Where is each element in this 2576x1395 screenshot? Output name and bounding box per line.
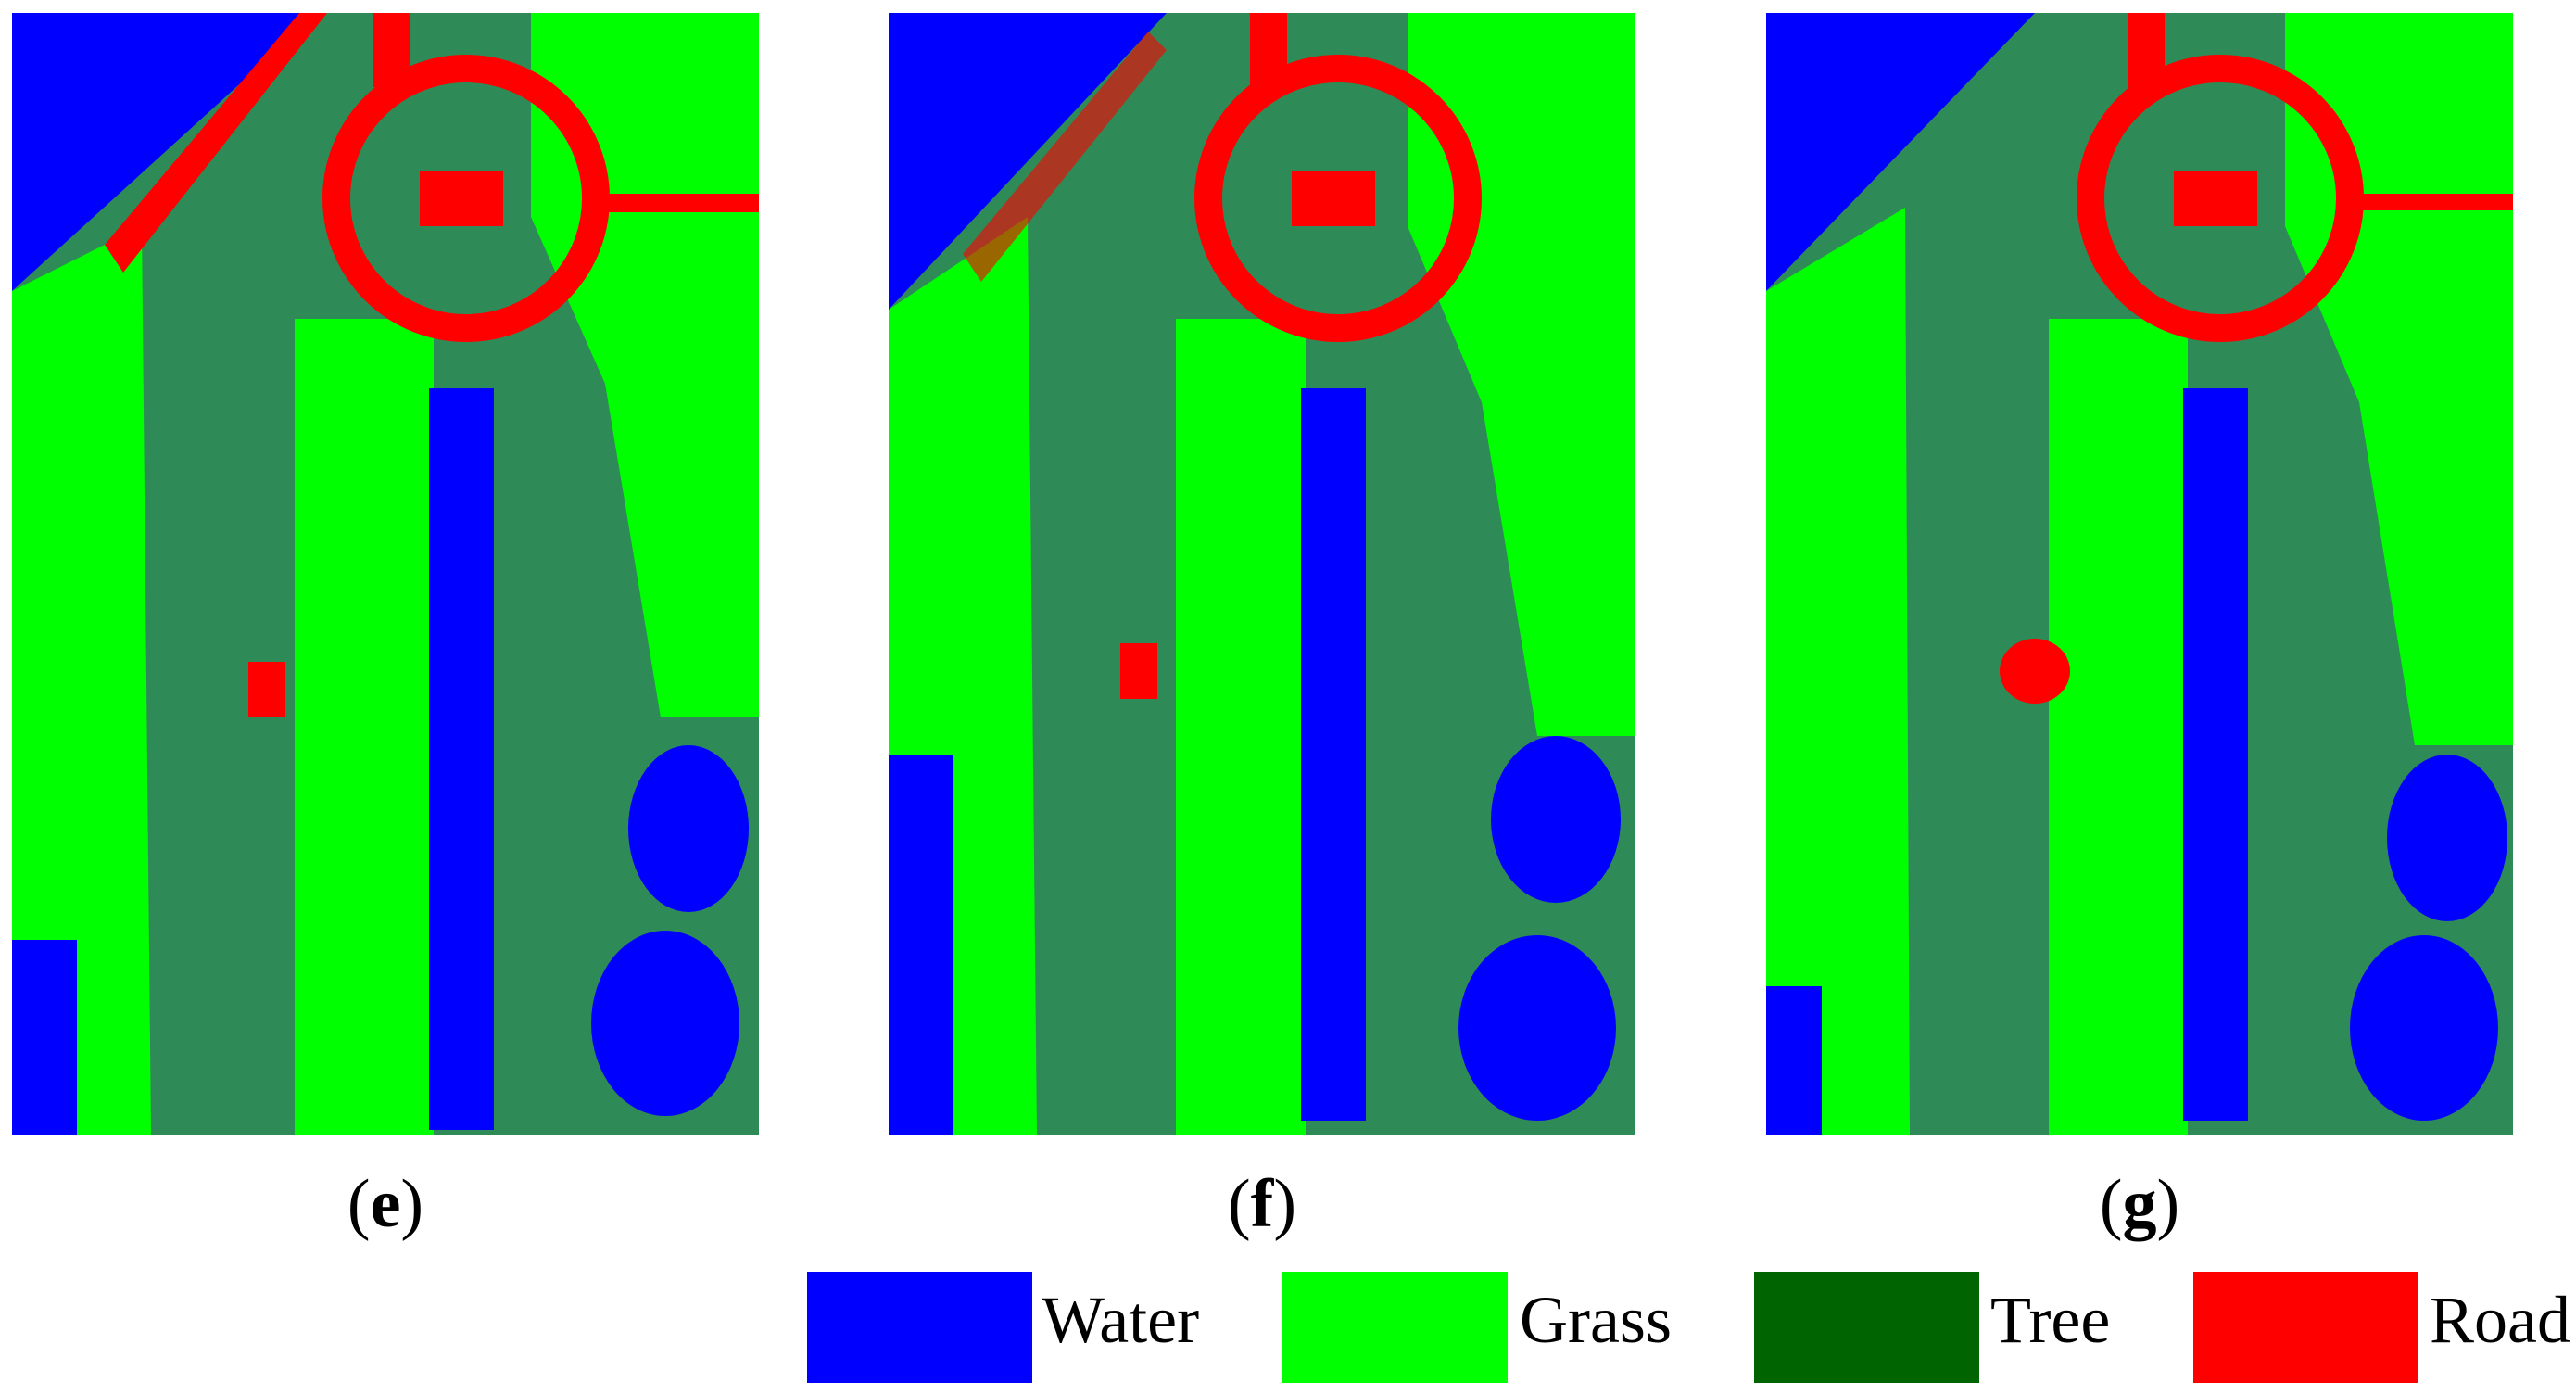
- legend-swatch-water: [807, 1272, 1032, 1383]
- legend-swatch-road: [2193, 1272, 2418, 1383]
- caption-f: (f): [1228, 1166, 1296, 1242]
- map-e-graphic: [12, 13, 759, 1135]
- legend-label-road: Road: [2430, 1283, 2570, 1357]
- map-f-graphic: [889, 13, 1635, 1135]
- caption-g: (g): [2099, 1166, 2180, 1242]
- classification-map-g: [1766, 13, 2513, 1135]
- legend-label-water: Water: [1042, 1283, 1200, 1357]
- classification-map-e: [12, 13, 759, 1135]
- classification-map-f: [889, 13, 1635, 1135]
- legend-swatch-tree: [1754, 1272, 1979, 1383]
- legend-label-grass: Grass: [1520, 1283, 1672, 1357]
- caption-e: (e): [347, 1166, 424, 1242]
- legend-label-tree: Tree: [1990, 1283, 2111, 1357]
- legend-swatch-grass: [1282, 1272, 1508, 1383]
- map-g-graphic: [1766, 13, 2513, 1135]
